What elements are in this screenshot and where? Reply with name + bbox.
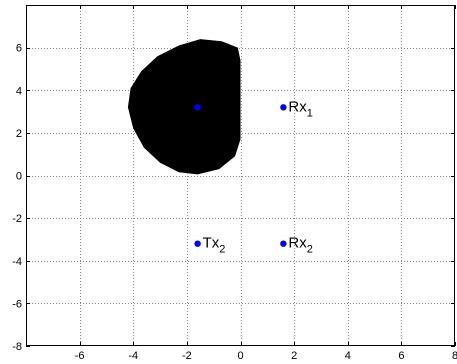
y-tick-label: 2 <box>16 128 22 140</box>
tick-labels: -6 -4 -2 0 2 4 6 8 -8 -6 -4 -2 0 2 4 6 <box>12 43 457 362</box>
point-label-rx1: Rx1 <box>288 98 312 119</box>
x-tick-label: 6 <box>398 350 404 362</box>
y-tick-label: -8 <box>12 341 22 353</box>
y-tick-label: 0 <box>16 171 22 183</box>
point-tx1 <box>194 104 201 111</box>
point-label-tx1: Tx1 <box>203 98 226 119</box>
point-rx2 <box>280 240 287 247</box>
y-tick-label: 4 <box>16 85 22 97</box>
point-rx1 <box>280 104 287 111</box>
x-tick-label: 0 <box>237 350 243 362</box>
x-tick-label: 2 <box>291 350 297 362</box>
axes-frame <box>26 5 455 346</box>
x-tick-label: -6 <box>75 350 85 362</box>
point-tx2 <box>194 240 201 247</box>
y-tick-label: -4 <box>12 256 22 268</box>
y-tick-label: -2 <box>12 213 22 225</box>
point-label-rx2: Rx2 <box>288 235 312 256</box>
y-tick-label: 6 <box>16 43 22 55</box>
x-tick-label: -2 <box>182 350 192 362</box>
x-tick-label: 4 <box>345 350 351 362</box>
data-points: Tx1 Rx1 Tx2 Rx2 <box>194 98 313 256</box>
x-tick-label: 8 <box>452 350 457 362</box>
black-region <box>127 39 241 175</box>
x-tick-label: -4 <box>128 350 138 362</box>
y-tick-label: -6 <box>12 298 22 310</box>
point-label-tx2: Tx2 <box>203 235 226 256</box>
plot-area-background <box>26 5 455 346</box>
